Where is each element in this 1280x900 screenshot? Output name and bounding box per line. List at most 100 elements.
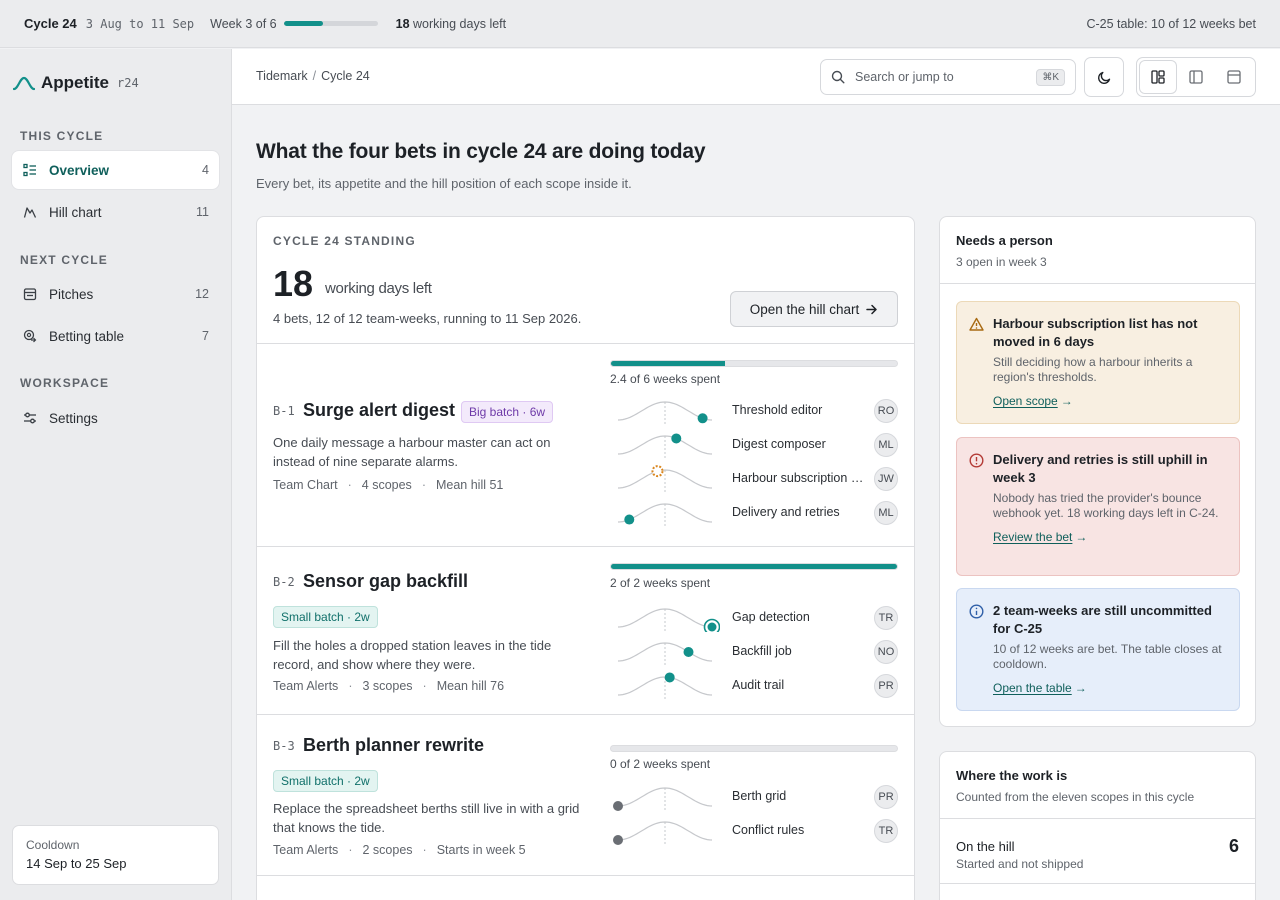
scope-row[interactable]: Threshold editor RO (610, 395, 898, 425)
needs-subtitle: 3 open in week 3 (956, 255, 1047, 269)
bet-id: B-3 (273, 739, 295, 753)
scope-hill-dot (671, 433, 682, 444)
arrow-right-icon (866, 304, 878, 314)
work-row-on-hill[interactable]: On the hill Started and not shipped 6 (940, 819, 1255, 883)
scope-hill-dot (624, 514, 635, 525)
bet-name[interactable]: Surge alert digest (303, 400, 456, 420)
open-hill-chart-button[interactable]: Open the hill chart (730, 291, 898, 327)
cycle-standing: CYCLE 24 STANDING 18 working days left 4… (257, 217, 914, 344)
search-input[interactable]: Search or jump to ⌘K (820, 59, 1076, 95)
bet-team: Team Alerts (273, 843, 339, 857)
sidebar-item-hill-chart[interactable]: Hill chart 11 (12, 193, 219, 231)
scope-row[interactable]: Digest composer ML (610, 429, 898, 459)
scope-hill-dot (707, 622, 717, 632)
scope-row[interactable]: Delivery and retries ML (610, 497, 898, 527)
search-placeholder: Search or jump to (855, 70, 954, 84)
hill-chart-icon (22, 204, 38, 220)
weeks-spent-fill (611, 361, 726, 366)
appetite-badge: Big batch · 6w (461, 401, 554, 423)
alert-body: Nobody has tried the provider's bounce w… (993, 491, 1219, 520)
moon-icon (1097, 71, 1110, 84)
sidebar-item-settings[interactable]: Settings (12, 399, 219, 437)
layout-sidebar-button[interactable] (1178, 61, 1214, 93)
bet-scope-count: 2 scopes (362, 843, 413, 857)
section-workspace: WORKSPACE (20, 376, 110, 390)
scope-row[interactable]: Gap detection TR (610, 602, 898, 632)
layout-full-button[interactable] (1216, 61, 1252, 93)
standing-days-number: 18 (273, 263, 314, 304)
avatar[interactable]: PR (874, 674, 898, 698)
bet-extra: Starts in week 5 (436, 843, 526, 857)
bet-row[interactable]: B-3 Berth planner rewrite Small batch · … (257, 715, 914, 876)
search-icon (831, 70, 845, 84)
open-scope-link[interactable]: Open scope (993, 394, 1058, 408)
avatar[interactable]: NO (874, 640, 898, 664)
breadcrumb-cycle[interactable]: Cycle 24 (321, 69, 370, 83)
scope-hill-dot (651, 465, 664, 478)
sidebar-item-label: Settings (49, 410, 98, 426)
avatar[interactable]: RO (874, 399, 898, 423)
scope-row[interactable]: Audit trail PR (610, 670, 898, 700)
brand[interactable]: Appetite r24 (13, 73, 139, 93)
avatar[interactable]: TR (874, 819, 898, 843)
scope-row[interactable]: Harbour subscription list JW (610, 463, 898, 493)
sidebar-item-label: Hill chart (49, 204, 102, 220)
weeks-spent-bar (610, 563, 898, 570)
sidebar-item-betting-table[interactable]: Betting table 7 (12, 317, 219, 355)
scope-name: Harbour subscription list (732, 471, 864, 485)
sidebar-item-label: Pitches (49, 286, 94, 302)
alert-title: Delivery and retries is still uphill in … (993, 452, 1208, 485)
appetite-logo-icon (13, 76, 35, 91)
bet-row[interactable]: B-2 Sensor gap backfill Small batch · 2w… (257, 547, 914, 715)
work-row-sub: Started and not shipped (956, 857, 1084, 871)
sidebar-item-pitches[interactable]: Pitches 12 (12, 275, 219, 313)
alert-uncommitted-weeks: 2 team-weeks are still uncommitted for C… (956, 588, 1240, 711)
layout-sidebar-icon (1189, 70, 1203, 84)
avatar[interactable]: PR (874, 785, 898, 809)
bet-description: Replace the spreadsheet berths still liv… (273, 801, 580, 835)
scope-hill-dot (683, 647, 694, 657)
scope-row[interactable]: Conflict rules TR (610, 815, 898, 845)
scope-name: Backfill job (732, 644, 792, 658)
bet-name[interactable]: Berth planner rewrite (303, 735, 485, 755)
standing-days-label: working days left (325, 280, 432, 297)
review-bet-link[interactable]: Review the bet (993, 530, 1073, 544)
bet-meta: Team Alerts · 2 scopes · Starts in week 5 (273, 843, 526, 857)
section-next-cycle: NEXT CYCLE (20, 253, 109, 267)
scope-row[interactable]: Backfill job NO (610, 636, 898, 666)
cooldown-card[interactable]: Cooldown 14 Sep to 25 Sep (12, 825, 219, 885)
betting-chip-icon (22, 328, 38, 344)
warning-triangle-icon (969, 317, 984, 331)
weeks-spent-label: 0 of 2 weeks spent (610, 757, 711, 771)
cooldown-label: Cooldown (26, 838, 80, 852)
open-table-link[interactable]: Open the table (993, 681, 1072, 695)
hill-position-icon (617, 642, 713, 665)
breadcrumb-workspace[interactable]: Tidemark (256, 69, 308, 83)
hill-position-icon (613, 821, 713, 845)
sidebar-item-overview[interactable]: Overview 4 (12, 151, 219, 189)
sidebar: Appetite r24 THIS CYCLE Overview 4 Hill … (0, 49, 232, 900)
appetite-badge: Small batch · 2w (273, 770, 378, 792)
bet-description: One daily message a harbour master can a… (273, 435, 551, 469)
error-circle-icon (969, 453, 984, 468)
bet-name[interactable]: Sensor gap backfill (303, 571, 469, 591)
theme-toggle-button[interactable] (1084, 57, 1124, 97)
week-indicator: Week 3 of 6 (210, 16, 277, 31)
cooldown-dates: 14 Sep to 25 Sep (26, 856, 127, 871)
avatar[interactable]: ML (874, 501, 898, 525)
bet-row[interactable]: B-1 Surge alert digest Big batch · 6w On… (257, 344, 914, 547)
layout-split-icon (1151, 70, 1165, 84)
scope-name: Audit trail (732, 678, 785, 692)
avatar[interactable]: TR (874, 606, 898, 630)
layout-split-button[interactable] (1140, 61, 1176, 93)
avatar[interactable]: JW (874, 467, 898, 491)
alert-body: 10 of 12 weeks are bet. The table closes… (993, 642, 1222, 671)
bet-id: B-2 (273, 575, 295, 589)
scope-hill-dot (664, 672, 675, 683)
work-row-label: On the hill (956, 839, 1015, 854)
cycle-name: Cycle 24 (24, 16, 77, 31)
hill-position-icon (617, 672, 713, 699)
scope-row[interactable]: Berth grid PR (610, 781, 898, 811)
bet-extra: Mean hill 76 (436, 679, 505, 693)
avatar[interactable]: ML (874, 433, 898, 457)
